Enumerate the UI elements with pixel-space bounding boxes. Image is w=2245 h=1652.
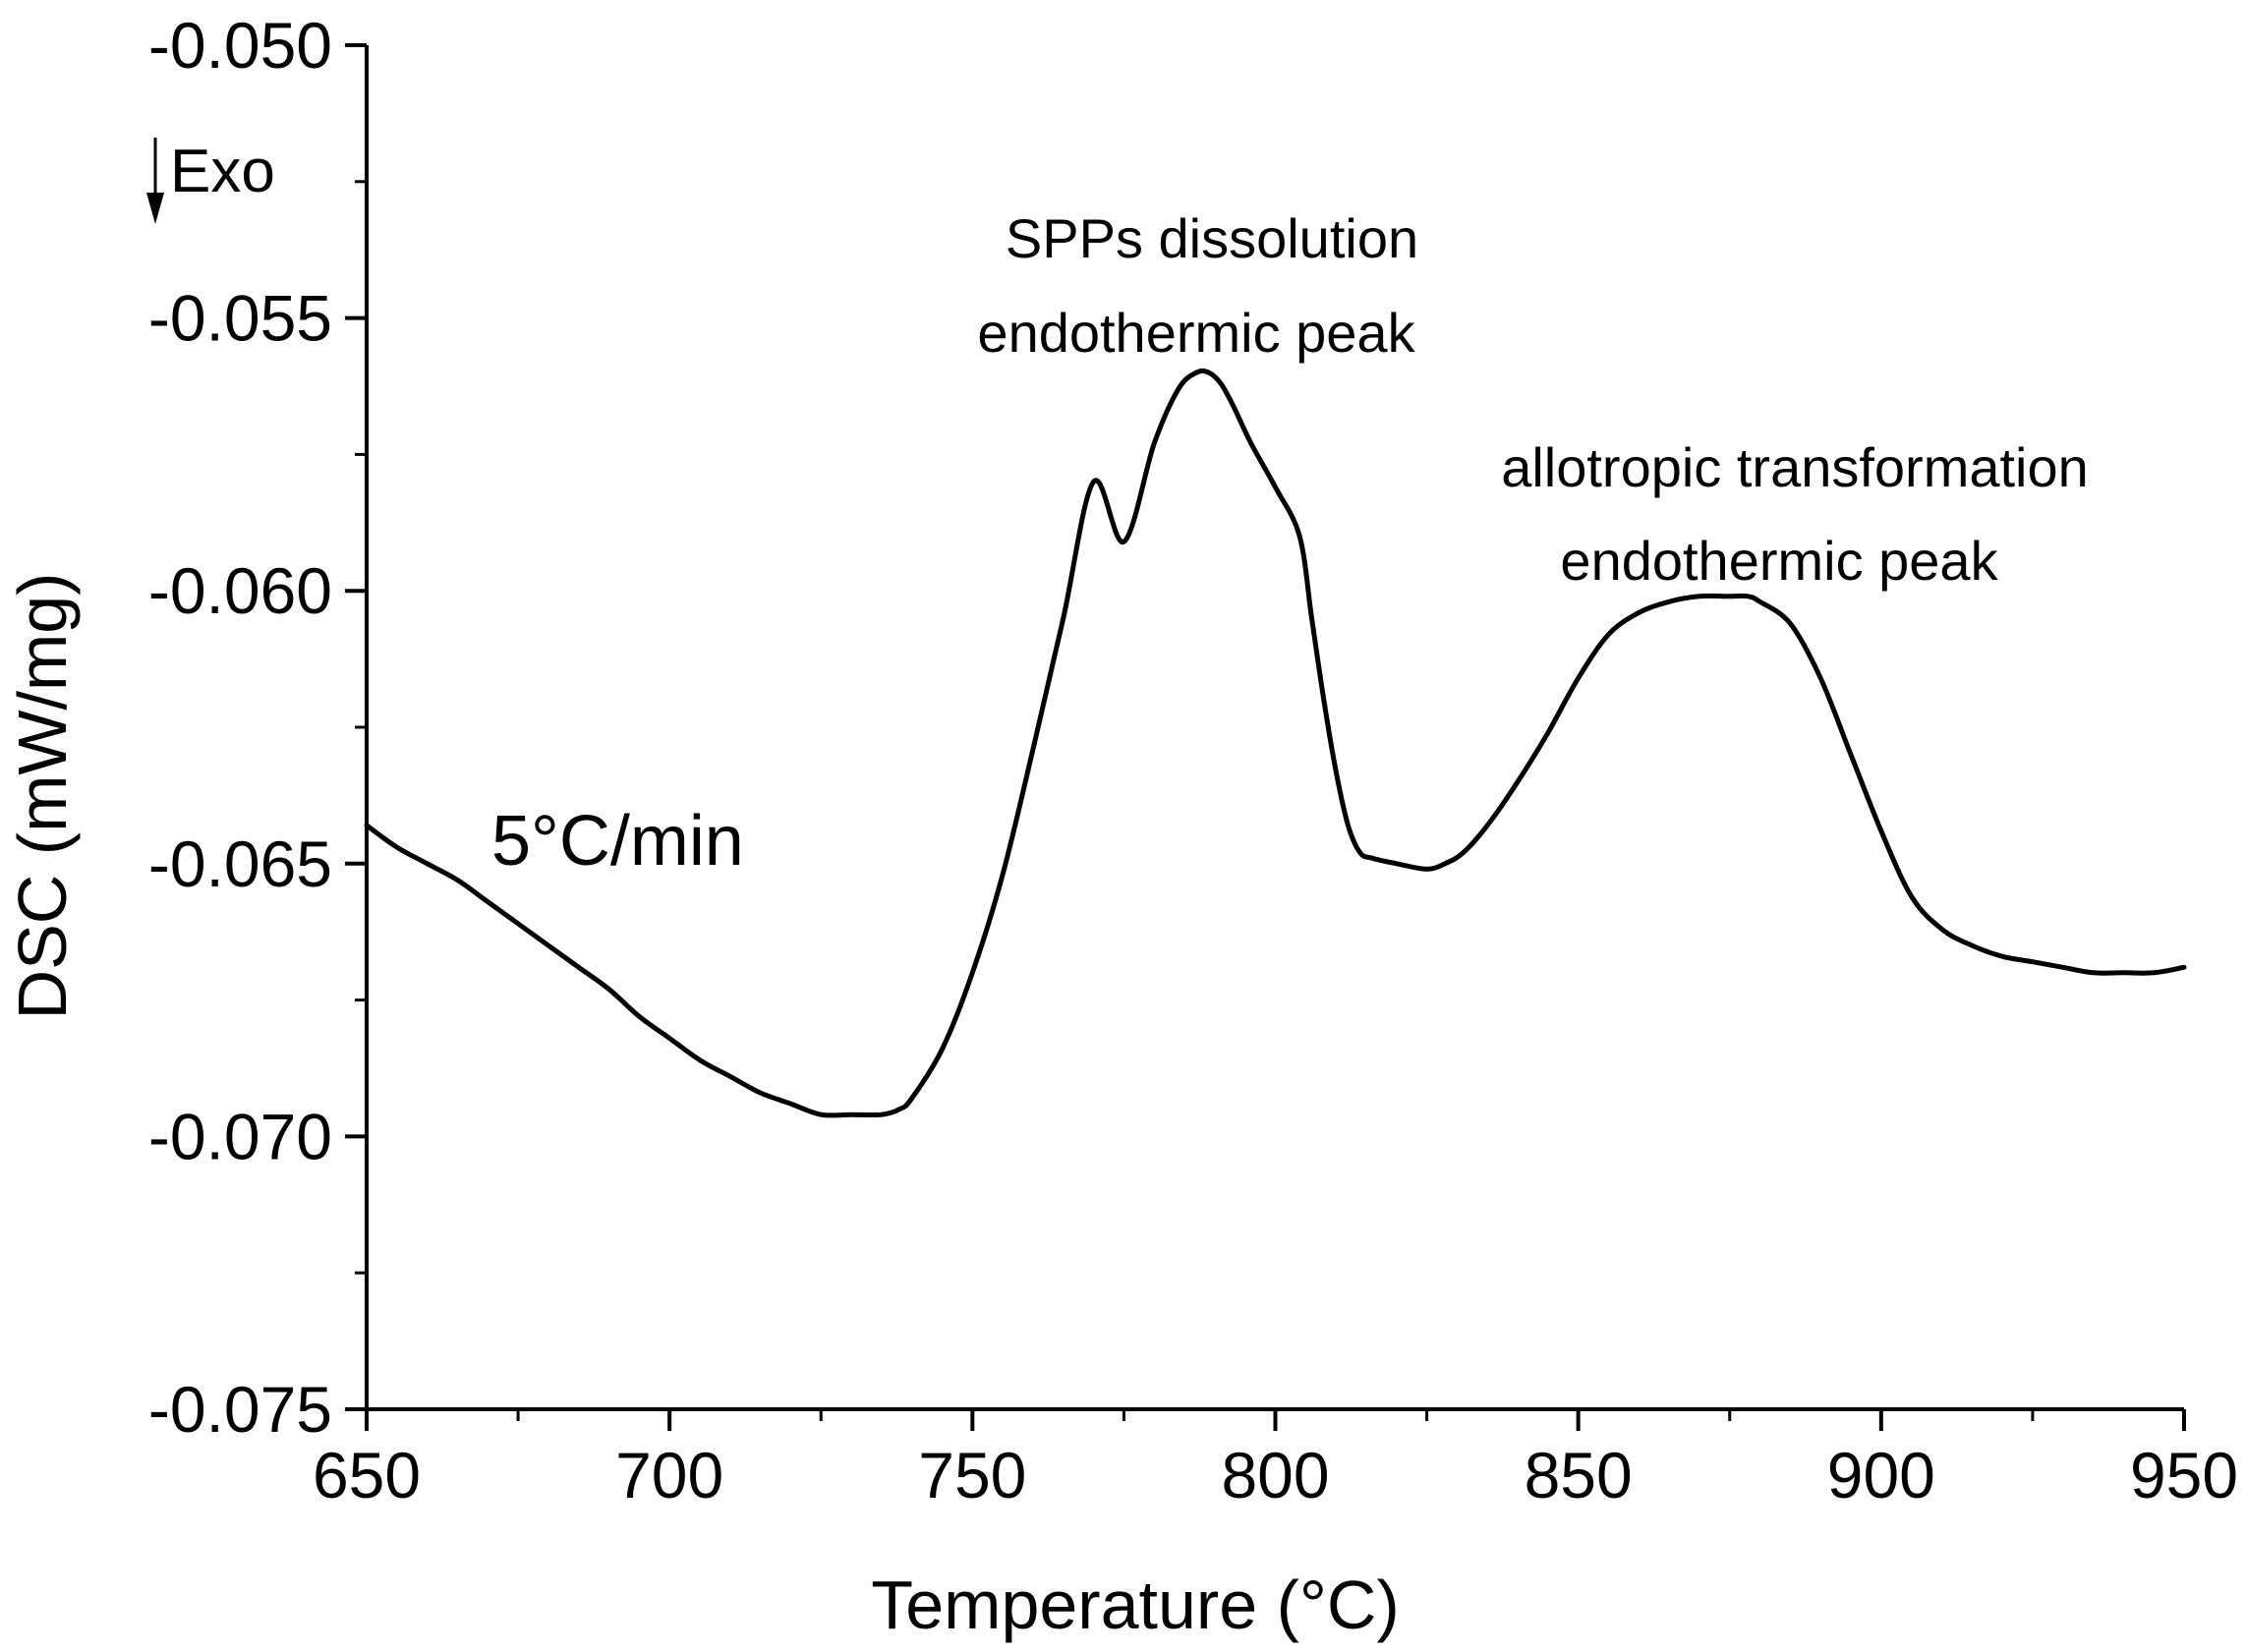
x-tick-label: 650 (313, 1439, 421, 1511)
y-tick-label: -0.065 (148, 827, 332, 900)
y-tick-label: -0.060 (148, 554, 332, 627)
y-axis-title: DSC (mW/mg) (4, 573, 81, 1020)
x-axis-tick-labels: 650 700 750 800 850 900 950 (313, 1439, 2238, 1511)
heating-rate-label: 5°C/min (491, 802, 744, 881)
peak2-label-line2: endothermic peak (1560, 530, 1998, 592)
dsc-curve (364, 368, 2187, 1118)
x-tick-label: 900 (1827, 1439, 1935, 1511)
exo-annotation: Exo (146, 138, 275, 224)
y-axis-tick-labels: -0.075 -0.070 -0.065 -0.060 -0.055 -0.050 (148, 9, 332, 1446)
peak2-label-line1: allotropic transformation (1501, 436, 2089, 498)
x-axis-title: Temperature (°C) (871, 1567, 1400, 1643)
x-tick-label: 700 (615, 1439, 723, 1511)
x-tick-label: 750 (918, 1439, 1026, 1511)
peak1-label-line2: endothermic peak (977, 302, 1415, 364)
peak1-label-line1: SPPs dissolution (1006, 207, 1418, 269)
y-axis-ticks (345, 43, 367, 1411)
y-tick-label: -0.050 (148, 9, 332, 82)
y-tick-label: -0.075 (148, 1373, 332, 1446)
exo-label: Exo (170, 138, 275, 205)
y-tick-label: -0.055 (148, 282, 332, 355)
x-tick-label: 950 (2130, 1439, 2238, 1511)
exo-arrow-head (146, 193, 164, 224)
x-tick-label: 850 (1525, 1439, 1633, 1511)
x-tick-label: 800 (1221, 1439, 1329, 1511)
x-axis-ticks (365, 1409, 2186, 1431)
y-tick-label: -0.070 (148, 1100, 332, 1172)
